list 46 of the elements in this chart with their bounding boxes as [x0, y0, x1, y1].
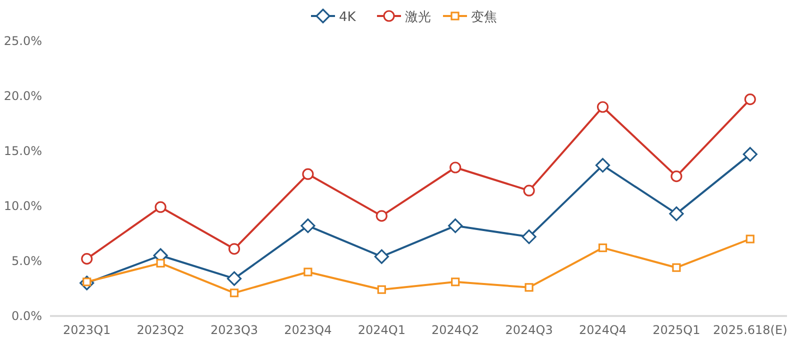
- point: [669, 206, 684, 221]
- x-tick-label: 2025Q1: [652, 323, 700, 337]
- point: [672, 263, 681, 272]
- x-tick-label: 2024Q4: [578, 323, 627, 337]
- point: [522, 230, 536, 244]
- point: [595, 158, 610, 173]
- x-tick-label: 2025.618(E): [713, 323, 788, 337]
- point: [154, 201, 166, 213]
- point: [230, 288, 239, 298]
- legend-label: 变焦: [471, 10, 497, 25]
- y-tick-label: 25.0%: [4, 34, 42, 48]
- point: [451, 278, 460, 286]
- point: [670, 170, 682, 182]
- point: [523, 184, 535, 196]
- point: [156, 258, 165, 268]
- point: [300, 218, 316, 234]
- point: [742, 147, 758, 162]
- point: [376, 210, 388, 222]
- x-tick-label: 2024Q3: [505, 323, 553, 337]
- point: [81, 253, 93, 265]
- x-tick-label: 2024Q1: [358, 323, 406, 337]
- y-tick-label: 10.0%: [4, 199, 42, 213]
- legend-label: 4K: [339, 10, 356, 25]
- x-tick-label: 2024Q2: [432, 323, 480, 337]
- point: [744, 94, 756, 106]
- y-tick-label: 5.0%: [12, 254, 42, 268]
- point: [377, 285, 386, 294]
- point: [746, 234, 754, 244]
- point: [450, 162, 462, 174]
- legend-label: 激光: [405, 10, 431, 25]
- point: [596, 101, 609, 113]
- point: [228, 243, 240, 255]
- point: [302, 168, 314, 180]
- point: [448, 218, 463, 234]
- point: [374, 249, 389, 264]
- x-tick-label: 2023Q1: [63, 323, 111, 337]
- x-tick-label: 2023Q2: [136, 323, 184, 337]
- point: [524, 283, 534, 292]
- y-tick-label: 15.0%: [4, 144, 42, 158]
- point: [598, 244, 608, 252]
- x-tick-label: 2023Q4: [284, 323, 332, 337]
- x-tick-label: 2023Q3: [210, 323, 258, 337]
- y-tick-label: 20.0%: [4, 89, 42, 103]
- point: [226, 271, 242, 286]
- y-tick-label: 0.0%: [12, 309, 42, 323]
- point: [304, 268, 312, 276]
